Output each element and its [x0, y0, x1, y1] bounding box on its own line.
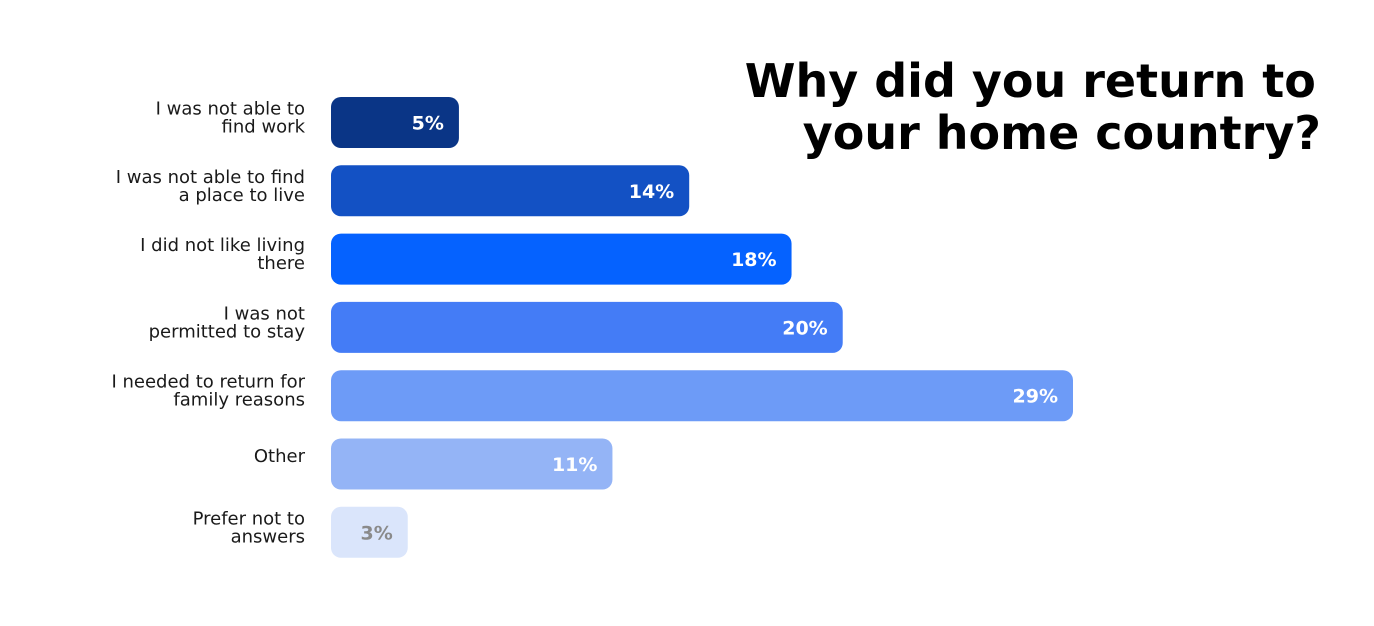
- bar-value-label: 5%: [412, 113, 444, 135]
- bar: [331, 97, 459, 148]
- category-label: I was not permitted to stay: [149, 303, 306, 342]
- bar: [331, 438, 613, 490]
- bar-value-label: 29%: [1013, 386, 1058, 408]
- category-label: I needed to return for family reasons: [111, 372, 305, 411]
- bar-row: I did not like living there 18%: [140, 233, 792, 285]
- bar-value-label: 18%: [731, 249, 776, 271]
- bar-row: Other 11%: [254, 438, 613, 490]
- category-label: I was not able to find work: [156, 99, 306, 138]
- category-label-line: I did not like living: [140, 235, 305, 256]
- bar: [331, 233, 792, 285]
- category-label-line: I was not: [224, 303, 305, 324]
- bar-value-label: 14%: [629, 181, 674, 203]
- bar-row: Prefer not to answers 3%: [193, 506, 408, 558]
- chart-title-line-1: Why did you return to: [745, 54, 1316, 108]
- category-label-line: I needed to return for: [111, 372, 305, 393]
- category-label-line: a place to live: [179, 185, 305, 206]
- bar-value-label: 11%: [552, 454, 597, 476]
- category-label-line: permitted to stay: [149, 321, 306, 342]
- bar-row: I was not able to find a place to live 14%: [116, 165, 690, 217]
- bar-value-label: 3%: [360, 522, 392, 544]
- chart-title-line-2: your home country?: [803, 106, 1321, 160]
- bar-row: I was not able to find work 5%: [156, 97, 459, 148]
- category-label-line: I was not able to find: [116, 167, 305, 188]
- bar-row: I was not permitted to stay 20%: [149, 301, 843, 353]
- category-label: Prefer not to answers: [193, 508, 305, 547]
- category-label-line: Prefer not to: [193, 508, 305, 529]
- bar-row: I needed to return for family reasons 29%: [111, 370, 1073, 422]
- bar-value-label: 20%: [782, 317, 827, 339]
- category-label-line: family reasons: [173, 390, 305, 411]
- category-label-line: I was not able to: [156, 99, 305, 120]
- category-label-line: there: [257, 253, 305, 274]
- category-label-line: answers: [231, 526, 305, 547]
- bar: [331, 301, 843, 353]
- bars-group: I was not able to find work 5%I was not ab…: [111, 97, 1073, 558]
- category-label-line: find work: [222, 117, 306, 138]
- category-label: Other: [254, 446, 306, 467]
- bar: [331, 165, 690, 217]
- bar: [331, 506, 408, 558]
- category-label-line: Other: [254, 446, 306, 467]
- category-label: I did not like living there: [140, 235, 305, 274]
- bar: [331, 370, 1073, 422]
- chart-title: Why did you return to your home country?: [745, 54, 1321, 160]
- category-label: I was not able to find a place to live: [116, 167, 305, 206]
